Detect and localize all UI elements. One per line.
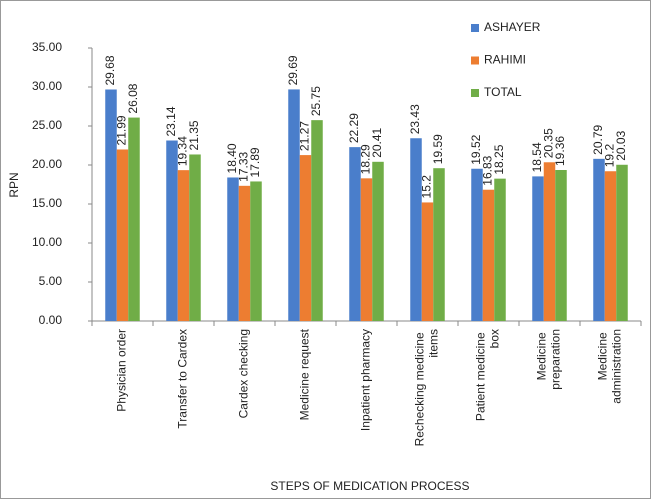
- legend-label: ASHAYER: [484, 20, 541, 34]
- y-tick-label: 0.00: [39, 313, 63, 327]
- value-label: 18.40: [225, 143, 239, 173]
- value-label: 21.99: [115, 115, 129, 145]
- bar: [227, 177, 239, 321]
- bar: [532, 176, 544, 321]
- bar: [433, 168, 445, 321]
- value-label: 22.29: [347, 113, 361, 143]
- y-tick-label: 35.00: [32, 40, 62, 54]
- bar: [238, 185, 251, 321]
- value-label: 25.75: [309, 86, 323, 116]
- bar: [593, 158, 605, 321]
- y-tick-label: 20.00: [32, 157, 62, 171]
- bar: [372, 161, 384, 321]
- bar: [543, 162, 556, 321]
- value-label: 19.36: [553, 136, 567, 166]
- y-tick-label: 10.00: [32, 235, 62, 249]
- bar: [482, 189, 495, 321]
- bar: [604, 171, 617, 321]
- value-label: 19.2: [603, 144, 617, 168]
- value-label: 21.35: [187, 120, 201, 150]
- value-label: 26.08: [126, 83, 140, 113]
- y-tick-label: 15.00: [32, 196, 62, 210]
- x-axis-label: STEPS OF MEDICATION PROCESS: [270, 479, 469, 493]
- value-label: 20.35: [542, 128, 556, 158]
- value-label: 20.03: [614, 130, 628, 160]
- bar: [116, 149, 129, 321]
- bar: [616, 164, 628, 321]
- x-tick-label: Physician order: [115, 329, 129, 412]
- x-tick-label: Rechecking medicine items: [413, 329, 441, 446]
- bar: [471, 168, 483, 321]
- value-label: 19.52: [469, 134, 483, 164]
- legend-swatch: [471, 24, 479, 32]
- legend-label: TOTAL: [484, 85, 522, 99]
- bar: [105, 89, 117, 321]
- value-label: 20.79: [591, 124, 605, 154]
- legend-label: RAHIMI: [484, 53, 526, 67]
- value-label: 23.43: [408, 104, 422, 134]
- bar: [311, 120, 323, 322]
- bar: [421, 202, 434, 321]
- x-tick-label: Transfer to Cardex: [176, 329, 190, 429]
- bar: [349, 147, 361, 321]
- y-tick-label: 25.00: [32, 118, 62, 132]
- value-label: 18.25: [492, 144, 506, 174]
- value-label: 23.14: [164, 106, 178, 136]
- value-label: 21.27: [298, 121, 312, 151]
- bar: [166, 140, 178, 321]
- bar: [299, 155, 312, 321]
- bar: [128, 117, 140, 322]
- value-label: 29.68: [103, 55, 117, 85]
- x-tick-label: Patient medicine box: [474, 329, 502, 421]
- value-label: 29.69: [286, 55, 300, 85]
- value-label: 16.83: [481, 155, 495, 185]
- value-label: 17.89: [248, 147, 262, 177]
- x-tick-label: Cardex checking: [237, 329, 251, 418]
- value-label: 18.54: [530, 142, 544, 172]
- y-axis-label: RPN: [7, 172, 21, 197]
- bar: [360, 178, 373, 321]
- y-tick-label: 30.00: [32, 79, 62, 93]
- x-tick-label: Inpatient pharmacy: [359, 329, 373, 431]
- x-tick-label: Medicine preparation: [535, 329, 563, 390]
- y-tick-label: 5.00: [39, 274, 63, 288]
- value-label: 19.34: [176, 136, 190, 166]
- bar: [250, 181, 262, 321]
- legend-swatch: [471, 56, 479, 65]
- value-label: 18.29: [359, 144, 373, 174]
- bar: [555, 169, 567, 321]
- x-tick-label: Medicine administration: [596, 329, 624, 404]
- value-label: 19.59: [431, 134, 445, 164]
- bar: [288, 89, 300, 321]
- bar: [177, 170, 190, 321]
- value-label: 15.2: [420, 175, 434, 199]
- x-tick-label: Medicine request: [298, 328, 312, 420]
- legend-swatch: [471, 89, 479, 97]
- bar: [494, 178, 506, 321]
- value-label: 20.41: [370, 127, 384, 157]
- bar: [410, 138, 422, 321]
- value-label: 17.33: [237, 151, 251, 181]
- bar: [189, 154, 201, 321]
